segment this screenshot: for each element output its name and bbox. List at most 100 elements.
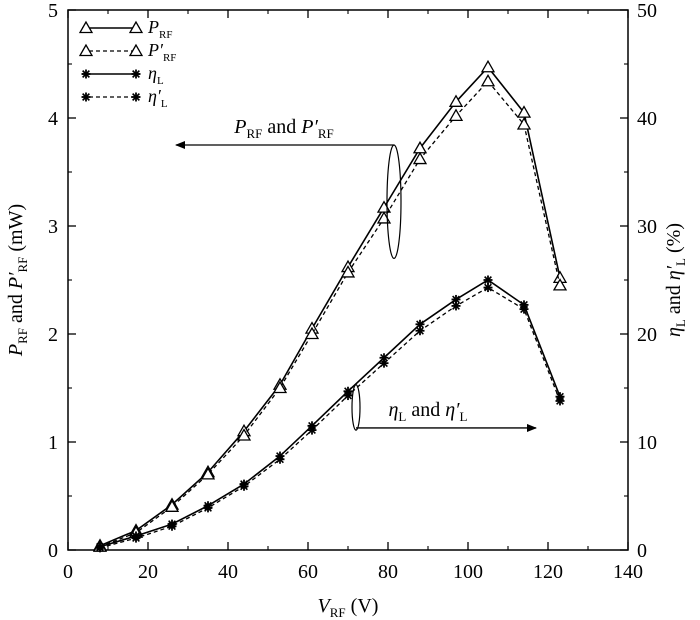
y-left-tick-label: 1	[48, 432, 58, 454]
data-point	[516, 105, 532, 118]
data-point	[340, 265, 356, 278]
data-point	[448, 108, 464, 121]
data-point	[480, 73, 496, 87]
data-point	[239, 481, 249, 491]
data-point	[304, 326, 320, 340]
marker-stroke	[132, 93, 140, 101]
data-point	[552, 278, 568, 291]
series-p-rf	[92, 73, 568, 552]
legend-item: PRF	[78, 17, 172, 41]
marker-stroke	[82, 70, 90, 78]
legend-marker	[131, 69, 141, 79]
data-point	[516, 117, 532, 130]
y-right-tick-label: 0	[637, 540, 647, 562]
series-layer	[92, 59, 568, 553]
annotation-label: PRF and P′RF	[233, 116, 334, 141]
marker-stroke	[240, 482, 248, 491]
y-right-tick-label: 10	[637, 432, 657, 454]
data-point	[483, 275, 493, 285]
x-tick-label: 100	[453, 561, 483, 583]
legend-marker	[81, 92, 91, 102]
y-left-axis-label-text: PRF and P′RF (mW)	[5, 204, 30, 357]
x-tick-label: 80	[378, 561, 398, 583]
data-point	[236, 428, 252, 441]
y-right-axis-label: ηL and η′L (%)	[663, 223, 688, 337]
data-point	[131, 533, 141, 543]
marker-stroke	[168, 522, 176, 531]
data-point	[555, 396, 565, 406]
y-right-tick-label: 20	[637, 324, 657, 346]
marker-stroke	[132, 70, 140, 78]
data-point	[167, 521, 177, 531]
data-point	[415, 326, 425, 336]
y-right-tick-label: 40	[637, 108, 657, 130]
marker-stroke	[484, 283, 492, 292]
data-point	[412, 151, 428, 165]
y-left-tick-label: 5	[48, 0, 58, 22]
x-tick-label: 40	[218, 561, 238, 583]
y-left-tick-label: 2	[48, 324, 58, 346]
data-point	[519, 304, 529, 314]
x-axis-label: VRF (V)	[318, 595, 379, 620]
y-right-axis-label-text: ηL and η′L (%)	[663, 223, 688, 337]
annotations-layer: PRF and P′RF ηL and η′L	[175, 116, 537, 432]
marker-stroke	[452, 295, 460, 304]
data-point	[203, 503, 213, 513]
legend-item: P′RF	[78, 40, 176, 64]
x-tick-label: 140	[613, 561, 643, 583]
annotation-eta-l: ηL and η′L	[351, 384, 537, 432]
series-line	[99, 66, 561, 547]
legend-marker	[128, 20, 144, 34]
legend-marker	[78, 43, 94, 57]
legend-marker	[131, 92, 141, 102]
annotation-label: ηL and η′L	[388, 399, 467, 424]
legend-label: ηL	[148, 63, 164, 87]
legend-label: η′L	[148, 86, 168, 110]
data-point	[343, 391, 353, 401]
annotation-ellipse	[351, 384, 361, 431]
marker-stroke	[132, 534, 140, 543]
legend-label: PRF	[147, 17, 172, 41]
data-point	[307, 425, 317, 435]
data-point	[164, 499, 180, 512]
marker-stroke	[96, 543, 104, 552]
y-right-tick-label: 50	[637, 0, 657, 22]
legend-marker	[128, 43, 144, 57]
data-point	[379, 358, 389, 368]
y-left-tick-label: 3	[48, 216, 58, 238]
y-left-tick-label: 4	[48, 108, 58, 130]
data-point	[200, 467, 216, 480]
series-eta-l	[95, 283, 565, 553]
y-left-tick-label: 0	[48, 540, 58, 562]
data-point	[275, 454, 285, 464]
data-point	[480, 59, 496, 73]
x-tick-label: 120	[533, 561, 563, 583]
marker-stroke	[82, 93, 90, 101]
y-left-axis-label: PRF and P′RF (mW)	[5, 204, 30, 357]
series-line	[99, 80, 561, 548]
legend-item: η′L	[81, 86, 168, 110]
marker-stroke	[276, 455, 284, 464]
x-tick-label: 0	[63, 561, 73, 583]
marker-stroke	[204, 503, 212, 512]
data-point	[448, 94, 464, 107]
annotation-p-rf: PRF and P′RF	[175, 116, 402, 260]
data-point	[483, 283, 493, 293]
data-point	[95, 543, 105, 553]
marker-stroke	[344, 391, 352, 400]
marker-stroke	[556, 397, 564, 405]
marker-stroke	[416, 320, 424, 329]
x-tick-label: 20	[138, 561, 158, 583]
series-line	[99, 279, 561, 548]
marker-stroke	[484, 276, 492, 284]
data-point	[451, 301, 461, 311]
marker-stroke	[416, 326, 424, 335]
legend-marker	[81, 69, 91, 79]
legend-label: P′RF	[147, 40, 176, 64]
marker-stroke	[380, 359, 388, 368]
marker-stroke	[520, 305, 528, 314]
